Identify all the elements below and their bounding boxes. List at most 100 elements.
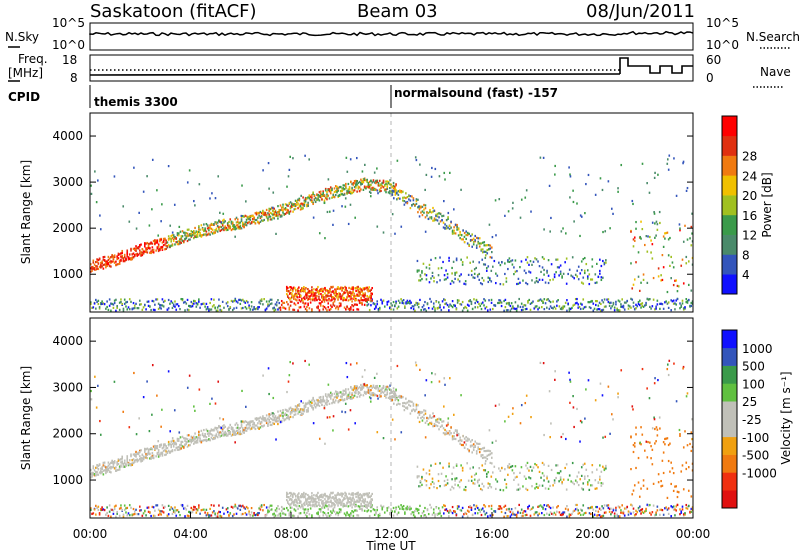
power-cell	[249, 222, 252, 225]
power-cell	[306, 309, 308, 312]
velocity-cell	[493, 510, 495, 513]
power-cell	[182, 240, 185, 243]
velocity-cell	[177, 448, 180, 451]
power-cell	[146, 248, 149, 251]
power-cell	[274, 303, 277, 306]
power-cell	[340, 297, 342, 301]
velocity-cell	[215, 515, 218, 518]
power-cell	[294, 287, 296, 290]
velocity-cell	[304, 501, 306, 504]
power-cell	[320, 289, 322, 292]
velocity-cell	[375, 387, 377, 390]
power-cell	[113, 254, 116, 257]
velocity-cell	[288, 504, 291, 507]
power-cell	[275, 232, 277, 235]
velocity-cell	[446, 509, 449, 513]
power-cell	[97, 299, 100, 302]
power-cell	[205, 302, 208, 305]
power-cell	[454, 271, 456, 275]
velocity-cell	[301, 495, 303, 499]
power-cell	[239, 298, 242, 301]
velocity-cell	[361, 509, 363, 512]
power-cell	[282, 306, 284, 309]
power-cell	[206, 224, 209, 227]
velocity-cell	[333, 396, 336, 399]
velocity-cell	[562, 511, 564, 514]
power-cell	[360, 298, 362, 301]
power-cell	[371, 293, 373, 296]
power-cell	[303, 296, 305, 299]
velocity-cell	[221, 429, 224, 433]
power-cell	[209, 227, 211, 230]
velocity-cell	[461, 515, 464, 518]
velocity-cell	[278, 512, 281, 516]
power-cell	[382, 186, 385, 189]
velocity-cell	[487, 449, 490, 452]
power-cell	[455, 259, 458, 262]
power-cell	[308, 195, 311, 199]
power-cell	[392, 308, 395, 311]
velocity-cell	[206, 429, 209, 433]
velocity-cell	[285, 491, 288, 494]
velocity-cell	[405, 402, 407, 405]
velocity-cell	[401, 507, 404, 511]
power-cell	[165, 244, 167, 247]
velocity-cell	[298, 495, 300, 499]
power-cell	[135, 227, 138, 230]
power-cell	[289, 297, 292, 300]
power-cell	[298, 197, 301, 200]
power-cell	[210, 231, 213, 234]
velocity-cell	[133, 512, 136, 516]
velocity-cell	[113, 507, 116, 511]
power-cell	[273, 211, 276, 214]
power-cell	[569, 173, 571, 176]
power-cell	[304, 289, 306, 293]
velocity-cell	[198, 430, 200, 433]
power-cell	[439, 306, 441, 309]
velocity-cell	[356, 385, 358, 388]
velocity-cell	[131, 463, 134, 466]
velocity-cell	[360, 393, 362, 396]
velocity-cell	[209, 439, 211, 442]
power-cell	[259, 210, 262, 214]
power-cell	[402, 299, 405, 302]
power-cell	[350, 297, 352, 300]
power-cell	[489, 256, 492, 259]
velocity-cell	[283, 512, 286, 515]
power-cell	[264, 309, 267, 312]
velocity-cell	[283, 413, 286, 416]
power-cell	[128, 257, 131, 260]
velocity-cell	[234, 505, 237, 508]
velocity-cell	[273, 416, 276, 419]
power-cell	[313, 291, 315, 295]
power-cell	[426, 302, 429, 305]
velocity-cell	[410, 512, 412, 516]
velocity-cell	[309, 495, 311, 499]
velocity-cell	[424, 409, 427, 412]
velocity-cell	[675, 509, 678, 512]
velocity-cell	[262, 415, 264, 418]
power-cell	[499, 301, 502, 304]
velocity-cell	[338, 511, 341, 514]
power-cell	[318, 292, 320, 296]
power-cell	[144, 245, 146, 248]
power-cell	[307, 298, 309, 301]
power-cell	[595, 303, 597, 307]
power-cell	[443, 306, 445, 309]
power-cell	[279, 308, 282, 311]
power-cell	[307, 196, 309, 199]
power-cell	[577, 303, 580, 306]
velocity-cell	[630, 512, 632, 515]
power-cell	[323, 296, 325, 299]
velocity-cell	[597, 510, 600, 513]
velocity-cell	[297, 407, 299, 411]
power-cell	[337, 298, 339, 301]
velocity-cell	[306, 402, 308, 405]
velocity-cell	[431, 513, 434, 516]
power-cell	[216, 230, 219, 233]
power-cell	[96, 260, 98, 263]
power-cell	[332, 193, 335, 197]
velocity-cell	[244, 420, 247, 423]
power-cell	[355, 179, 357, 182]
power-cell	[388, 192, 391, 195]
